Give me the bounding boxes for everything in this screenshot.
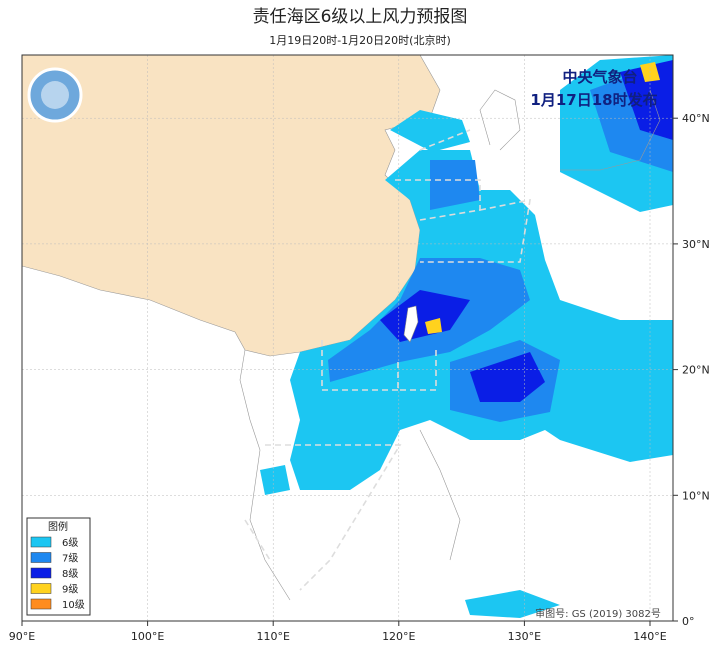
x-tick-label: 140°E [633, 630, 666, 643]
x-tick-label: 120°E [382, 630, 415, 643]
x-tick-label: 100°E [131, 630, 164, 643]
legend-label: 9级 [62, 584, 78, 596]
issue-time: 1月17日18时发布 [530, 91, 657, 109]
x-tick-label: 110°E [256, 630, 289, 643]
y-tick-label: 30°N [682, 238, 710, 251]
legend-label: 6级 [62, 537, 78, 549]
legend-title: 图例 [48, 520, 68, 533]
x-tick-label: 90°E [9, 630, 35, 643]
x-tick-label: 130°E [508, 630, 541, 643]
map-body [22, 55, 673, 621]
legend-swatch [30, 552, 52, 563]
y-tick-label: 0° [682, 615, 695, 628]
legend-swatch [30, 598, 52, 610]
legend-label: 7级 [62, 553, 78, 565]
legend-label: 8级 [62, 568, 78, 580]
title: 责任海区6级以上风力预报图 [253, 7, 468, 27]
subtitle: 1月19日20时-1月20日20时(北京时) [269, 33, 451, 47]
legend-swatch [30, 567, 52, 579]
legend: 图例 6级 7级 8级 9级 10级 [26, 517, 91, 616]
map-number: 审图号: GS (2019) 3082号 [535, 607, 661, 620]
y-tick-label: 10°N [682, 489, 710, 502]
y-tick-label: 20°N [682, 364, 710, 377]
legend-swatch [30, 536, 52, 548]
y-tick-label: 40°N [682, 112, 710, 125]
legend-label: 10级 [62, 599, 85, 611]
legend-swatch [30, 583, 52, 594]
agency: 中央气象台 [562, 68, 637, 86]
axes: 90°E 100°E 110°E 120°E 130°E 140°E 0° 10°N 20°N 3… [9, 112, 710, 643]
